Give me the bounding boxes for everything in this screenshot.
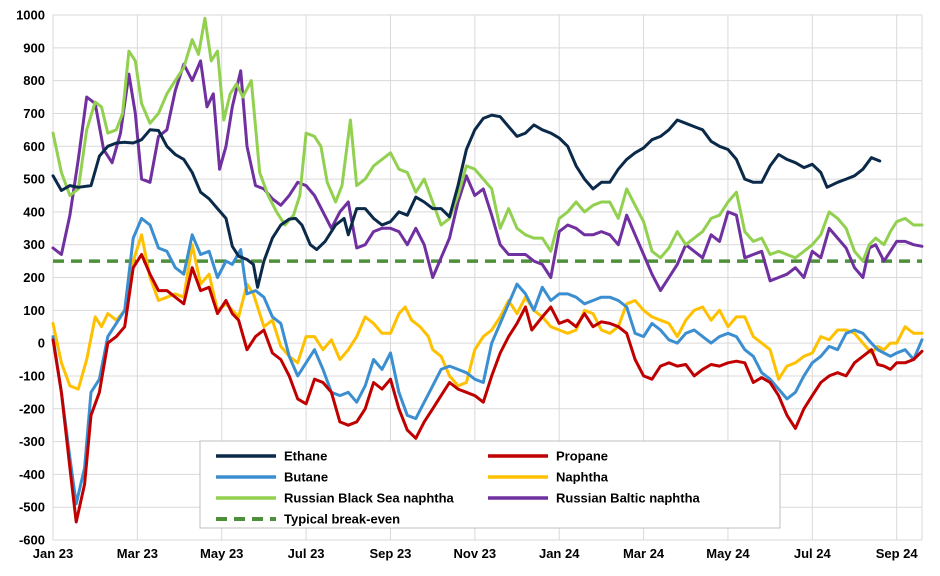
x-tick-label: Jul 23 (288, 546, 325, 561)
legend-label: Russian Black Sea naphtha (284, 491, 455, 506)
y-tick-label: 700 (23, 106, 45, 121)
series-line-naphtha (51, 233, 924, 391)
y-tick-label: 200 (23, 270, 45, 285)
legend-label: Butane (284, 470, 328, 485)
y-tick-label: -100 (19, 368, 45, 383)
y-tick-label: 300 (23, 237, 45, 252)
series-line-ethane (51, 113, 882, 289)
y-tick-label: 0 (38, 336, 45, 351)
x-tick-label: Mar 24 (623, 546, 665, 561)
y-tick-label: 1000 (16, 8, 45, 23)
y-tick-label: 900 (23, 40, 45, 55)
x-tick-label: May 24 (706, 546, 750, 561)
y-tick-label: -200 (19, 401, 45, 416)
x-tick-label: Sep 24 (876, 546, 919, 561)
y-tick-label: 500 (23, 172, 45, 187)
x-tick-label: Jan 24 (539, 546, 580, 561)
y-tick-label: -600 (19, 533, 45, 548)
series-lines (51, 16, 924, 524)
series-line-propane (51, 253, 924, 524)
x-tick-label: Jan 23 (33, 546, 73, 561)
series-line-butane (51, 216, 924, 506)
y-tick-label: 600 (23, 139, 45, 154)
series-line-russian-black-sea-naphtha (51, 16, 924, 263)
y-tick-label: -300 (19, 434, 45, 449)
x-tick-label: Jul 24 (794, 546, 832, 561)
legend: Ethane Propane Butane Naphtha Russian Black … (199, 440, 781, 529)
y-tick-label: 400 (23, 204, 45, 219)
x-tick-label: Nov 23 (454, 546, 497, 561)
y-tick-label: -400 (19, 467, 45, 482)
legend-label: Naphtha (556, 470, 609, 485)
x-axis-ticks: Jan 23 Mar 23 May 23 Jul 23 Sep 23 Nov 23 Jan … (33, 546, 919, 561)
legend-label: Russian Baltic naphtha (556, 491, 701, 506)
y-tick-label: 100 (23, 303, 45, 318)
x-tick-label: May 23 (200, 546, 243, 561)
x-tick-label: Mar 23 (117, 546, 158, 561)
legend-label: Typical break-even (284, 512, 400, 527)
x-tick-label: Sep 23 (370, 546, 412, 561)
y-axis-ticks: -600 -500 -400 -300 -200 -100 0 100 200 300 400 500… (16, 8, 45, 548)
legend-label: Propane (556, 449, 608, 464)
legend-label: Ethane (284, 449, 327, 464)
series-line-russian-baltic-naphtha (51, 59, 924, 293)
y-tick-label: 800 (23, 73, 45, 88)
y-tick-label: -500 (19, 500, 45, 515)
